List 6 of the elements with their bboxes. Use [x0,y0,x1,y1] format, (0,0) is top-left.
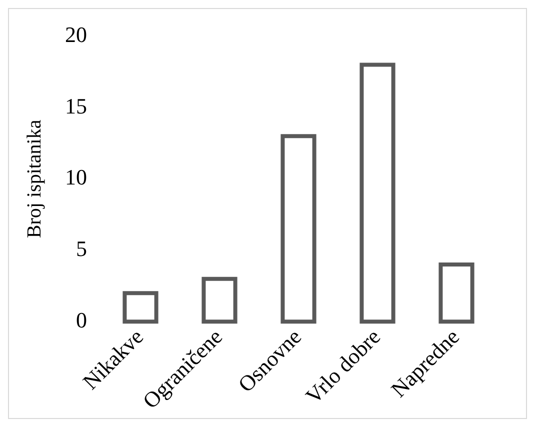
y-axis-title: Broj ispitanika [23,120,46,238]
y-tick-label: 10 [65,164,87,190]
y-tick-label: 15 [65,93,87,118]
y-tick-label: 5 [76,236,87,262]
y-tick-label: 20 [65,22,87,47]
y-tick-label: 0 [76,307,87,332]
